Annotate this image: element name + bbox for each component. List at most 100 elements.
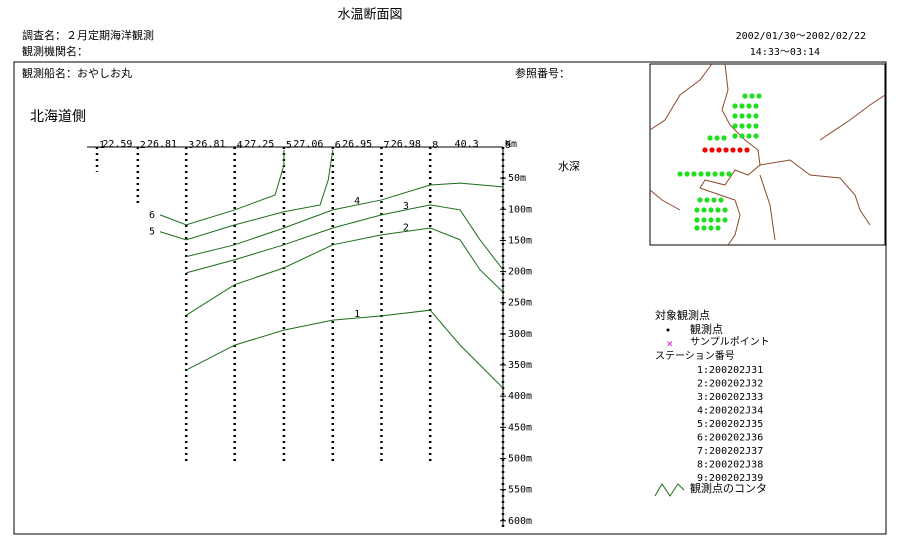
- contour: [186, 204, 504, 274]
- distance-label: 26.81: [147, 139, 177, 150]
- y-tick-label: 600m: [508, 516, 532, 527]
- map-dot: [732, 113, 738, 119]
- map-dot: [753, 113, 759, 119]
- legend-station-title: ステーション番号: [655, 350, 735, 362]
- map-dot: [708, 207, 714, 213]
- map-dot: [732, 103, 738, 109]
- legend-station: 7:200202J37: [697, 446, 763, 457]
- distance-label: 27.06: [293, 139, 323, 150]
- y-label: 水深: [558, 160, 580, 173]
- map-dot: [753, 103, 759, 109]
- map-dot: [739, 123, 745, 129]
- station-label: 4: [237, 140, 243, 151]
- contour-label: 1: [354, 309, 360, 320]
- map-dot: [749, 93, 755, 99]
- map-dot: [694, 225, 700, 231]
- map-dot: [742, 93, 748, 99]
- station-label: 3: [188, 140, 194, 151]
- legend-station: 8:200202J38: [697, 460, 763, 471]
- contour: [186, 309, 504, 389]
- legend-dot: [666, 328, 670, 332]
- contour-label: 5: [149, 227, 155, 238]
- map-dot: [718, 197, 724, 203]
- station-label: 1: [99, 140, 105, 151]
- map-dot: [715, 225, 721, 231]
- distance-label: 26.81: [195, 139, 225, 150]
- map-dot: [746, 123, 752, 129]
- legend-station: 4:200202J34: [697, 406, 763, 417]
- map-dot: [737, 147, 743, 153]
- map-dot: [691, 171, 697, 177]
- map-dot: [711, 197, 717, 203]
- map-dot: [709, 147, 715, 153]
- contour: [185, 227, 504, 316]
- map-dot: [715, 207, 721, 213]
- ref: 参照番号：: [515, 66, 570, 80]
- map-dot: [719, 171, 725, 177]
- legend-station: 1:200202J31: [697, 365, 763, 376]
- map-dot: [714, 135, 720, 141]
- station-label: 5: [286, 140, 292, 151]
- y-tick-label: 450m: [508, 422, 532, 433]
- frame: [13, 61, 887, 535]
- map-dot: [694, 207, 700, 213]
- map-dot: [732, 133, 738, 139]
- ship: 観測船名：おやしお丸: [22, 66, 132, 80]
- side-label: 北海道側: [30, 109, 86, 125]
- distance-label: 40.3: [455, 139, 479, 150]
- y-tick-label: 400m: [508, 391, 532, 402]
- legend-cross: ×: [666, 340, 674, 350]
- period: 2002/01/30～2002/02/22: [736, 31, 866, 42]
- map-dot: [702, 147, 708, 153]
- station-label: 9: [505, 140, 511, 151]
- map-dot: [684, 171, 690, 177]
- contour-label: 6: [149, 210, 155, 221]
- map-dot: [698, 171, 704, 177]
- y-tick-label: 300m: [508, 329, 532, 340]
- map-dot: [701, 217, 707, 223]
- map-dot: [730, 147, 736, 153]
- station-label: 7: [383, 140, 389, 151]
- map-dot: [756, 93, 762, 99]
- agency: 観測機関名：: [22, 44, 88, 58]
- contour-label: 4: [354, 196, 360, 207]
- map-dot: [721, 135, 727, 141]
- map-dot: [753, 123, 759, 129]
- title: 水温断面図: [337, 8, 402, 23]
- map-dot: [732, 123, 738, 129]
- legend-station: 5:200202J35: [697, 419, 763, 430]
- legend-sample: サンプルポイント: [690, 336, 770, 348]
- station-label: 2: [140, 140, 146, 151]
- legend-title: 対象観測点: [655, 308, 710, 322]
- station-label: 8: [432, 140, 438, 151]
- map-stations: [677, 93, 762, 231]
- y-tick-label: 500m: [508, 453, 532, 464]
- y-tick-label: 150m: [508, 235, 532, 246]
- map-dot: [708, 217, 714, 223]
- y-tick-label: 250m: [508, 298, 532, 309]
- map-dot: [723, 147, 729, 153]
- map-dot: [715, 217, 721, 223]
- distance-label: 26.95: [342, 139, 372, 150]
- y-tick-label: 100m: [508, 204, 532, 215]
- distance-label: 26.98: [391, 139, 421, 150]
- contour: [186, 182, 504, 258]
- map-dot: [707, 135, 713, 141]
- legend-station: 6:200202J36: [697, 433, 763, 444]
- map-dot: [744, 147, 750, 153]
- station-label: 6: [335, 140, 341, 151]
- distance-label: 22.59: [102, 139, 132, 150]
- distance-unit: Km: [505, 139, 517, 150]
- legend-contour: 観測点のコンタ: [690, 481, 767, 495]
- y-tick-label: 200m: [508, 267, 532, 278]
- contour: [159, 150, 334, 241]
- map-dot: [712, 171, 718, 177]
- map-dot: [746, 103, 752, 109]
- legend-station: 2:200202J32: [697, 379, 763, 390]
- map-dot: [746, 113, 752, 119]
- map-dot: [704, 197, 710, 203]
- map-dot: [753, 133, 759, 139]
- map-dot: [739, 103, 745, 109]
